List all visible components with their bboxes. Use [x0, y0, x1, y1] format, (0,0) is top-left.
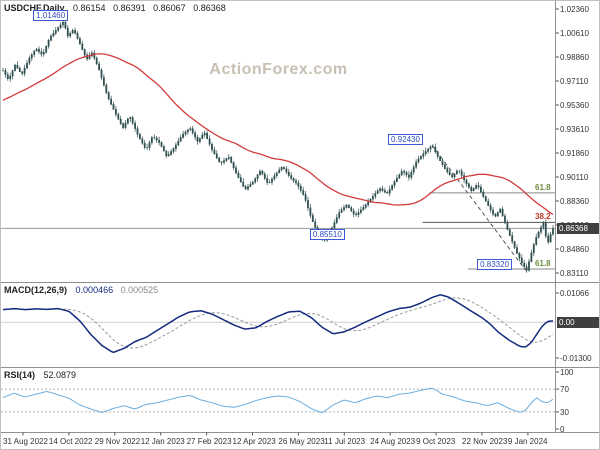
rsi-axis-label: 0 [560, 425, 565, 434]
macd-axis-label: -0.01300 [560, 354, 592, 363]
ohlc-open: 0.86154 [73, 3, 106, 13]
date-axis-label: 12 Jan 2023 [140, 437, 185, 446]
date-axis-label: 12 Apr 2023 [232, 437, 276, 446]
price-axis-label: 0.91860 [560, 149, 589, 158]
macd-zero-tag: 0.00 [557, 316, 599, 328]
price-annotation: 1.01460 [33, 10, 69, 22]
macd-axis-label: 0.01066 [560, 289, 589, 298]
date-axis-label: 9 Jan 2024 [507, 437, 548, 446]
fib-level-label: 61.8 [535, 182, 551, 192]
main-chart-header: USDCHF,Daily 0.86154 0.86391 0.86067 0.8… [4, 3, 231, 13]
fib-level-label: 61.8 [535, 259, 551, 269]
price-annotation: 0.83320 [477, 259, 513, 271]
date-axis-label: 14 Oct 2022 [48, 437, 93, 446]
ohlc-low: 0.86067 [153, 3, 186, 13]
symbol-timeframe-label: USDCHF,Daily [4, 3, 65, 13]
price-annotation: 0.85510 [309, 229, 345, 241]
ohlc-high: 0.86391 [113, 3, 146, 13]
price-axis-label: 0.88360 [560, 197, 589, 206]
candle-bodies [2, 21, 554, 271]
macd-indicator-label: MACD(12,26,9) [4, 285, 68, 295]
price-axis-label: 0.97110 [560, 77, 589, 86]
rsi-indicator-label: RSI(14) [4, 370, 36, 380]
date-axis-label: 9 Oct 2023 [416, 437, 456, 446]
macd-signal-value: 0.000525 [120, 285, 159, 295]
fib-level-label: 38.2 [535, 212, 551, 222]
rsi-axis-label: 100 [560, 368, 574, 377]
ma-line [2, 53, 554, 215]
date-axis-label: 29 Nov 2022 [94, 437, 141, 446]
rsi-header: RSI(14) 52.0879 [4, 370, 81, 380]
price-axis-label: 0.95360 [560, 101, 589, 110]
actionforex-watermark: ActionForex.com [209, 61, 348, 78]
price-axis-label: 0.98860 [560, 53, 589, 62]
price-annotation: 0.92430 [388, 134, 423, 146]
price-axis-label: 0.84860 [560, 245, 589, 254]
price-axis-label: 0.90110 [560, 173, 589, 182]
rsi-axis-label: 70 [560, 385, 569, 395]
macd-line [2, 294, 554, 354]
date-axis-label: 27 Feb 2023 [186, 437, 232, 446]
rsi-value: 52.0879 [43, 370, 77, 380]
price-axis-label: 0.83110 [560, 269, 589, 278]
price-axis-label: 0.93610 [560, 125, 589, 134]
ohlc-close: 0.86368 [193, 3, 226, 13]
trendline-dashed [431, 144, 526, 271]
current-price-tag: 0.86368 [557, 222, 599, 234]
macd-value: 0.000466 [75, 285, 114, 295]
date-axis-label: 11 Jul 2023 [324, 437, 366, 446]
date-axis-label: 31 Aug 2022 [3, 437, 48, 446]
date-axis-label: 24 Aug 2023 [370, 437, 416, 446]
date-axis-label: 22 Nov 2023 [462, 437, 508, 446]
date-axis-label: 26 May 2023 [278, 437, 325, 446]
price-axis-label: 1.02360 [560, 5, 589, 14]
rsi-axis-label: 30 [560, 407, 569, 417]
candle-wicks [2, 19, 554, 273]
macd-header: MACD(12,26,9) 0.000466 0.000525 [4, 285, 163, 295]
price-axis-label: 1.00610 [560, 29, 589, 38]
rsi-line [2, 387, 554, 414]
macd-signal-line [2, 297, 554, 349]
